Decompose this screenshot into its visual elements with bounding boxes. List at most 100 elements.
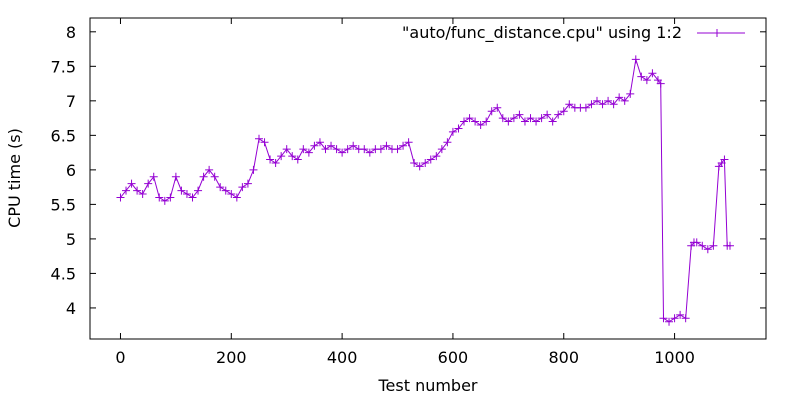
data-point bbox=[332, 145, 341, 154]
x-tick-label: 400 bbox=[327, 348, 358, 367]
data-point bbox=[548, 117, 557, 126]
data-point bbox=[498, 114, 507, 123]
data-point bbox=[327, 141, 336, 150]
data-point bbox=[543, 110, 552, 119]
data-point bbox=[227, 190, 236, 199]
data-point bbox=[443, 138, 452, 147]
y-tick-label: 6 bbox=[66, 161, 76, 180]
data-point bbox=[338, 148, 347, 157]
data-point bbox=[670, 314, 679, 323]
data-point bbox=[293, 155, 302, 164]
data-point bbox=[216, 183, 225, 192]
data-point bbox=[487, 107, 496, 116]
data-point bbox=[188, 193, 197, 202]
y-tick-label: 7 bbox=[66, 92, 76, 111]
data-point bbox=[532, 117, 541, 126]
data-point bbox=[249, 165, 258, 174]
data-point bbox=[432, 152, 441, 161]
data-point bbox=[437, 145, 446, 154]
data-point bbox=[288, 152, 297, 161]
data-point bbox=[232, 193, 241, 202]
data-point bbox=[182, 190, 191, 199]
data-point bbox=[537, 114, 546, 123]
y-tick-label: 4.5 bbox=[51, 264, 76, 283]
data-point bbox=[321, 145, 330, 154]
legend-label: "auto/func_distance.cpu" using 1:2 bbox=[402, 23, 682, 43]
data-point bbox=[205, 165, 214, 174]
x-tick-label: 800 bbox=[548, 348, 579, 367]
data-point bbox=[465, 114, 474, 123]
data-point bbox=[393, 145, 402, 154]
data-point bbox=[581, 103, 590, 112]
y-tick-label: 8 bbox=[66, 23, 76, 42]
y-tick-label: 4 bbox=[66, 299, 76, 318]
data-point bbox=[460, 117, 469, 126]
data-point bbox=[421, 158, 430, 167]
y-tick-label: 5 bbox=[66, 230, 76, 249]
data-point bbox=[144, 179, 153, 188]
y-axis-title: CPU time (s) bbox=[5, 128, 24, 228]
x-axis-title: Test number bbox=[377, 376, 477, 395]
data-point bbox=[238, 183, 247, 192]
x-tick-label: 600 bbox=[438, 348, 469, 367]
data-point bbox=[665, 317, 674, 326]
data-point bbox=[703, 245, 712, 254]
data-point bbox=[310, 141, 319, 150]
data-point bbox=[526, 114, 535, 123]
data-point bbox=[155, 193, 164, 202]
data-point bbox=[299, 145, 308, 154]
series-points bbox=[116, 55, 734, 326]
data-point bbox=[587, 100, 596, 109]
data-point bbox=[260, 138, 269, 147]
data-point bbox=[692, 238, 701, 247]
data-point bbox=[448, 127, 457, 136]
data-point bbox=[642, 76, 651, 85]
data-point bbox=[343, 145, 352, 154]
data-point bbox=[509, 114, 518, 123]
data-point bbox=[626, 89, 635, 98]
x-tick-label: 200 bbox=[216, 348, 247, 367]
data-point bbox=[243, 179, 252, 188]
x-tick-label: 0 bbox=[115, 348, 125, 367]
y-tick-label: 5.5 bbox=[51, 195, 76, 214]
data-point bbox=[221, 186, 230, 195]
data-point bbox=[720, 155, 729, 164]
data-point bbox=[127, 179, 136, 188]
data-point bbox=[504, 117, 513, 126]
data-point bbox=[210, 172, 219, 181]
data-point bbox=[116, 193, 125, 202]
y-tick-label: 6.5 bbox=[51, 126, 76, 145]
data-point bbox=[266, 155, 275, 164]
series-line bbox=[120, 59, 730, 323]
data-point bbox=[349, 141, 358, 150]
data-point bbox=[415, 162, 424, 171]
data-point bbox=[631, 55, 640, 64]
data-point bbox=[138, 190, 147, 199]
data-point bbox=[171, 172, 180, 181]
axis-tick-labels: 0 200 400 600 800 1000 4 4.5 5 5.5 6 6.5 7 7.5 8 bbox=[51, 23, 695, 367]
data-point bbox=[199, 172, 208, 181]
data-point bbox=[282, 145, 291, 154]
data-point bbox=[149, 172, 158, 181]
data-point bbox=[399, 141, 408, 150]
plot-frame bbox=[89, 17, 767, 340]
data-point bbox=[520, 117, 529, 126]
data-point bbox=[676, 310, 685, 319]
data-point bbox=[565, 100, 574, 109]
data-point bbox=[404, 138, 413, 147]
x-tick-label: 1000 bbox=[654, 348, 695, 367]
data-point bbox=[659, 314, 668, 323]
data-point bbox=[476, 121, 485, 129]
data-point bbox=[454, 124, 463, 133]
data-point bbox=[559, 107, 568, 116]
data-point bbox=[471, 117, 480, 126]
data-point bbox=[482, 117, 491, 126]
data-point bbox=[194, 186, 203, 195]
data-point bbox=[681, 314, 690, 323]
data-point bbox=[304, 148, 313, 157]
data-point bbox=[271, 158, 280, 167]
legend-point-marker bbox=[713, 29, 721, 37]
data-point bbox=[648, 69, 657, 78]
data-point bbox=[725, 241, 734, 250]
